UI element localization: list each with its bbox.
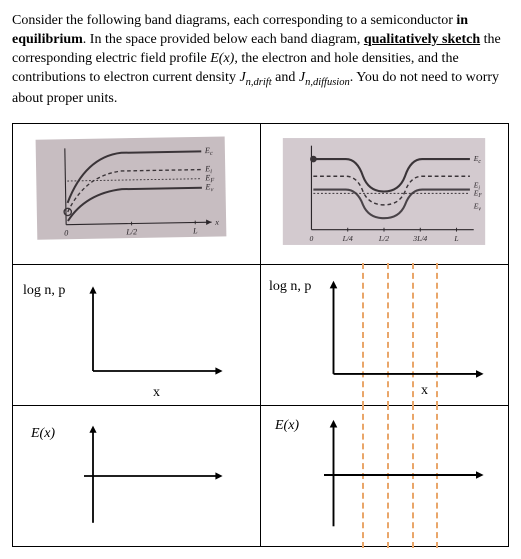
- cell-lognp-2: log n, p x: [261, 264, 509, 405]
- instr-text: Consider the following band diagrams, ea…: [12, 13, 456, 28]
- y-label-ex: E(x): [275, 418, 299, 434]
- instr-text: and: [272, 70, 299, 85]
- svg-text:x: x: [214, 217, 219, 226]
- cell-ex-2: E(x): [261, 405, 509, 546]
- J-sub: n,drift: [246, 76, 272, 87]
- axes-icon: [57, 273, 237, 397]
- axes-icon: [57, 414, 237, 538]
- axes-icon: [305, 412, 495, 538]
- svg-text:0: 0: [310, 234, 314, 243]
- grid: x Ec Ei EF Ev: [12, 123, 509, 547]
- instr-underline: qualitatively sketch: [364, 32, 480, 47]
- svg-text:L: L: [192, 226, 198, 235]
- cell-band-2: 0 L/4 L/2 3L/4 L Ec Ei EF Ev: [261, 123, 509, 264]
- y-label-ex: E(x): [31, 426, 55, 442]
- cell-ex-1: E(x): [13, 405, 261, 546]
- svg-text:L: L: [453, 234, 458, 243]
- band-diagram-2: 0 L/4 L/2 3L/4 L Ec Ei EF Ev: [279, 134, 489, 249]
- svg-text:L/2: L/2: [125, 227, 137, 236]
- J-sub: n,diffusion: [305, 76, 350, 87]
- svg-text:L/2: L/2: [378, 234, 389, 243]
- band-diagram-1: x Ec Ei EF Ev: [31, 134, 231, 244]
- cell-band-1: x Ec Ei EF Ev: [13, 123, 261, 264]
- axes-icon: [305, 271, 495, 397]
- svg-text:0: 0: [64, 228, 68, 237]
- instructions: Consider the following band diagrams, ea…: [12, 12, 509, 109]
- Ex-symbol: E(x): [210, 51, 234, 66]
- instr-text: . In the space provided below each band …: [83, 32, 364, 47]
- svg-text:3L/4: 3L/4: [412, 234, 427, 243]
- svg-text:L/4: L/4: [342, 234, 353, 243]
- x-label: x: [153, 385, 160, 401]
- cell-lognp-1: log n, p x: [13, 264, 261, 405]
- x-label: x: [421, 383, 428, 399]
